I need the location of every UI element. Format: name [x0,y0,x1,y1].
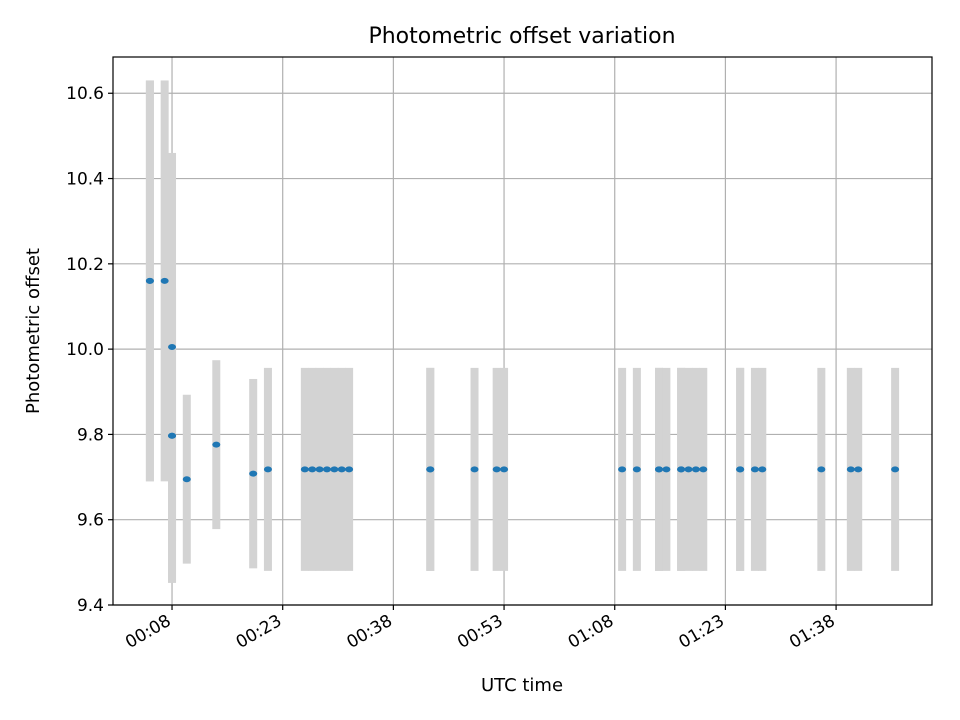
axes-frame [112,56,933,606]
data-point [315,466,324,473]
y-tick-label: 9.4 [77,596,104,616]
y-tick-label: 9.6 [77,511,104,531]
data-point [145,277,154,284]
data-point [677,466,686,473]
data-point [337,466,346,473]
x-axis-label: UTC time [481,675,563,696]
y-tick-label: 10.0 [66,340,104,360]
data-point [662,466,671,473]
data-point [160,277,169,284]
data-point [182,476,191,483]
data-point [817,466,826,473]
y-axis-label: Photometric offset [23,248,44,414]
data-point [308,466,317,473]
y-tick-label: 10.4 [66,170,104,190]
y-tick-label: 9.8 [77,425,104,445]
y-tick-label: 10.2 [66,255,104,275]
data-point [426,466,435,473]
data-point [330,466,339,473]
data-point [249,470,258,477]
data-point [500,466,509,473]
data-point [684,466,693,473]
plot-area [112,56,933,606]
data-point [758,466,767,473]
y-tick-label: 10.6 [66,84,104,104]
data-point [300,466,309,473]
data-point [750,466,759,473]
data-point [846,466,855,473]
data-point [322,466,331,473]
data-point [168,432,177,439]
data-point [632,466,641,473]
chart-title: Photometric offset variation [368,24,675,49]
data-point [168,343,177,350]
data-point [891,466,900,473]
data-point [263,466,272,473]
data-point [736,466,745,473]
data-points [145,277,900,483]
y-axis-ticks: 9.4 9.6 9.8 10.0 10.2 10.4 10.6 [66,84,113,616]
data-point [691,466,700,473]
plot-background [113,57,932,605]
data-point [618,466,627,473]
data-point [655,466,663,473]
data-point [854,466,863,473]
data-point [212,441,221,448]
data-point [699,466,708,473]
data-point [470,466,479,473]
data-point [345,466,354,473]
data-point [492,466,501,473]
